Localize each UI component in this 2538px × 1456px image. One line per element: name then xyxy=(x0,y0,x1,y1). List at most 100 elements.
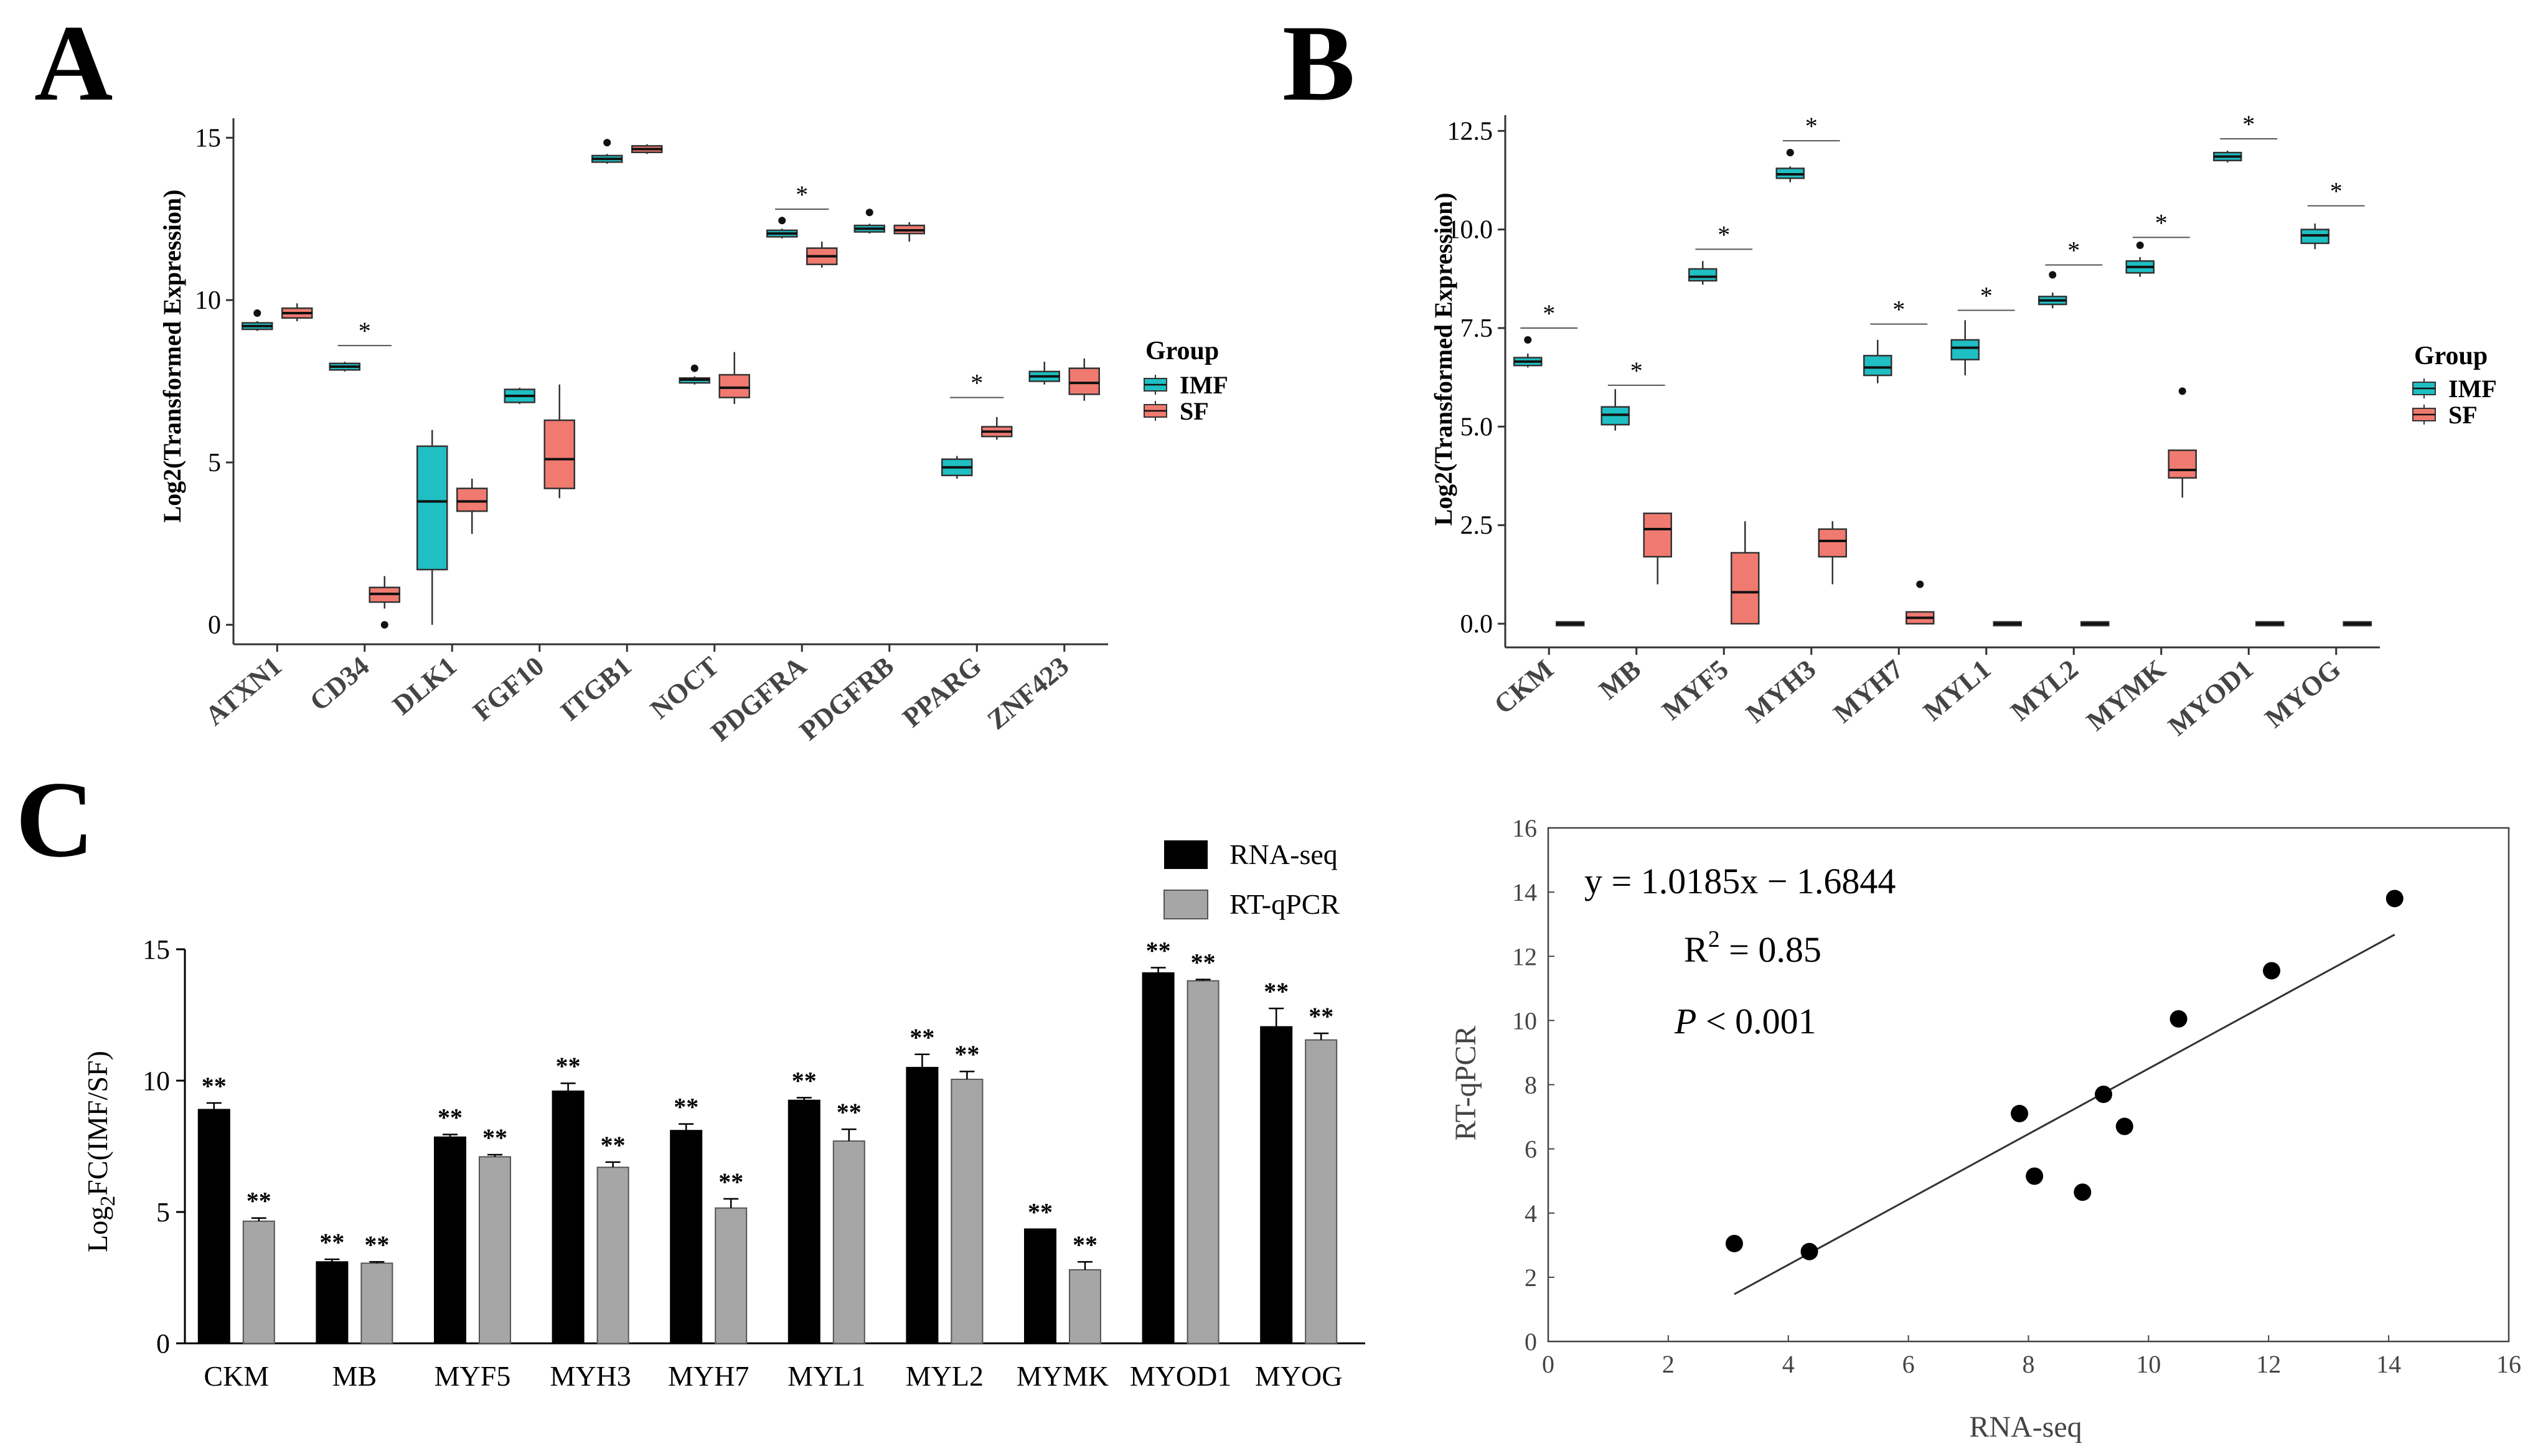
scatter-axes: 0 2 4 6 8 10 12 14 16 0 2 4 6 8 10 12 14 16 xyxy=(1512,814,2521,1378)
box-iqr xyxy=(1643,512,1672,558)
scatter-x-axis-label: RNA-seq xyxy=(1969,1411,2082,1444)
box-imf-pdgfra xyxy=(766,217,798,238)
x-category-label: MYMK xyxy=(2080,654,2171,736)
box-imf-pdgfrb xyxy=(853,209,885,234)
bar-significance-label: ** xyxy=(364,1231,389,1259)
outlier-point xyxy=(1524,336,1532,344)
significance-label: * xyxy=(2155,209,2168,237)
y-tick-label: 2 xyxy=(1525,1264,1537,1292)
panel-label-b: B xyxy=(1282,2,1355,123)
y-tick-label: 16 xyxy=(1512,814,1537,842)
x-category-label: MYF5 xyxy=(1657,654,1734,726)
box-imf-myh7 xyxy=(1863,340,1892,383)
y-tick-label: 8 xyxy=(1525,1071,1537,1099)
significance-label: * xyxy=(1718,220,1730,248)
box-iqr xyxy=(416,445,448,571)
x-tick-label: 6 xyxy=(1902,1350,1915,1378)
box-sf-myh7 xyxy=(1906,580,1935,625)
x-category-label: PDGFRB xyxy=(794,651,900,746)
bar-significance-label: ** xyxy=(954,1040,979,1068)
x-category-label: DLK1 xyxy=(387,651,462,721)
y-tick-label: 5 xyxy=(156,1197,170,1228)
scatter-point xyxy=(2169,1010,2188,1028)
panel-label-c: C xyxy=(16,759,94,880)
box-imf-atxn1 xyxy=(242,309,273,331)
panel-a-legend-label-imf: IMF xyxy=(1180,371,1228,399)
box-imf-myod1 xyxy=(2213,151,2242,162)
box-imf-ckm xyxy=(1513,336,1543,368)
x-category-label: MYF5 xyxy=(435,1360,511,1392)
y-tick-label: 10 xyxy=(195,286,221,315)
bar-significance-label: ** xyxy=(1146,937,1171,965)
outlier-point xyxy=(778,217,786,225)
scatter-point xyxy=(1800,1242,1818,1261)
bar-rna-seq-mb xyxy=(316,1261,349,1345)
bar-rt-qpcr-ckm xyxy=(242,1220,275,1345)
panel-b-legend-item-imf xyxy=(2412,378,2436,398)
scatter-point xyxy=(2263,962,2281,980)
outlier-point xyxy=(2049,271,2057,279)
y-tick-label: 5 xyxy=(208,449,221,477)
y-tick-label: 0 xyxy=(1525,1328,1537,1356)
box-sf-myf5 xyxy=(1731,521,1760,625)
outlier-point xyxy=(603,139,611,147)
panel-c-legend: RNA-seq RT-qPCR xyxy=(1163,838,1340,920)
x-category-label: PPARG xyxy=(897,651,987,733)
bar-rna-seq-mymk xyxy=(1024,1228,1056,1345)
y-tick-label: 12.5 xyxy=(1447,117,1493,146)
significance-label: * xyxy=(2067,237,2080,265)
outlier-point xyxy=(253,309,261,317)
panel-b-boxes xyxy=(1513,149,2372,627)
panel-b-y-axis-label: Log2(Transformed Expression) xyxy=(1429,192,1457,525)
box-imf-myl1 xyxy=(1950,320,1980,375)
x-category-label: MYL1 xyxy=(787,1360,865,1392)
panel-a-legend: Group IMF SF xyxy=(1144,337,1228,425)
box-sf-mb xyxy=(1643,512,1672,585)
box-imf-pparg xyxy=(941,456,973,479)
box-iqr xyxy=(1068,367,1100,395)
x-category-label: MYH3 xyxy=(550,1360,631,1392)
y-tick-label: 12 xyxy=(1512,942,1537,970)
scatter-point xyxy=(2115,1117,2133,1135)
outlier-point xyxy=(1786,149,1794,157)
bar-significance-label: ** xyxy=(438,1104,463,1132)
x-tick-label: 2 xyxy=(1662,1350,1675,1378)
box-sf-pdgfrb xyxy=(893,222,925,242)
significance-label: * xyxy=(2242,110,2255,138)
x-category-label: MYMK xyxy=(1017,1360,1109,1392)
x-category-label: MYOD1 xyxy=(2163,654,2259,741)
x-category-label: FGF10 xyxy=(468,651,550,726)
box-sf-myh3 xyxy=(1818,521,1847,585)
bar-rt-qpcr-mb xyxy=(360,1262,393,1345)
box-imf-myog xyxy=(2300,223,2329,250)
y-tick-label: 5.0 xyxy=(1460,413,1493,441)
bar-significance-label: ** xyxy=(674,1093,698,1121)
significance-label: * xyxy=(1980,282,1993,310)
outlier-point xyxy=(2136,242,2144,249)
box-sf-znf423 xyxy=(1068,358,1100,401)
panel-b-legend: Group IMF SF xyxy=(2412,342,2497,429)
y-tick-label: 15 xyxy=(143,934,170,965)
box-sf-ckm xyxy=(1556,621,1585,627)
y-tick-label: 10.0 xyxy=(1447,216,1493,245)
bar-significance-label: ** xyxy=(909,1023,934,1051)
box-imf-noct xyxy=(679,364,710,385)
bar-rna-seq-ckm xyxy=(197,1109,230,1345)
bar-significance-label: ** xyxy=(319,1228,344,1256)
significance-label: * xyxy=(1543,299,1555,327)
box-sf-fgf10 xyxy=(543,384,575,499)
x-tick-label: 14 xyxy=(2376,1350,2401,1378)
scatter-point xyxy=(2011,1104,2029,1122)
x-category-label: ZNF423 xyxy=(982,651,1074,736)
y-tick-label: 0 xyxy=(156,1328,170,1359)
bar-significance-label: ** xyxy=(837,1098,862,1126)
legend-swatch-rnaseq xyxy=(1164,840,1208,869)
significance-label: * xyxy=(1805,112,1818,140)
bar-significance-label: ** xyxy=(601,1131,626,1159)
box-imf-mymk xyxy=(2125,242,2155,277)
p-value: P < 0.001 xyxy=(1674,1001,1817,1041)
panel-a-legend-label-sf: SF xyxy=(1180,397,1209,425)
